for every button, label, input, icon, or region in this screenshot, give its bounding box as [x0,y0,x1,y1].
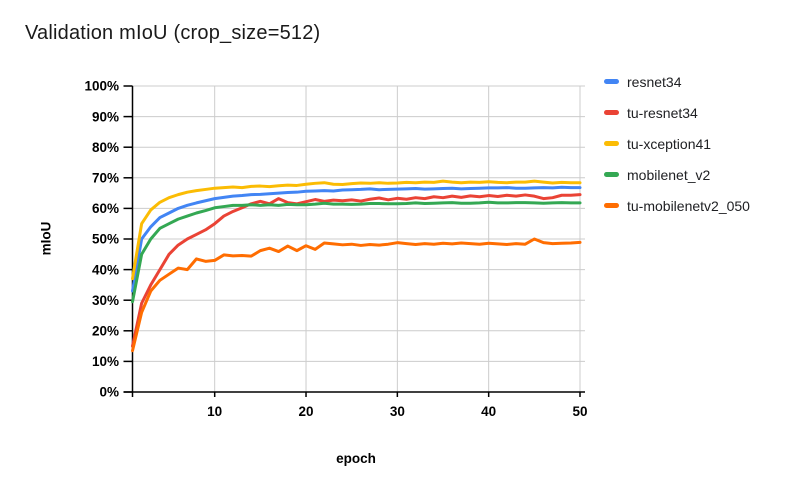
legend-item-tu-resnet34: tu-resnet34 [604,97,750,128]
legend-swatch-icon [604,141,619,146]
axes [123,85,585,397]
svg-text:10: 10 [207,404,222,419]
chart-title: Validation mIoU (crop_size=512) [25,22,321,44]
legend-item-tu-xception41: tu-xception41 [604,128,750,159]
legend-item-resnet34: resnet34 [604,66,750,97]
y-axis-title: mIoU [38,221,54,256]
svg-text:60%: 60% [92,201,119,216]
legend-label: mobilenet_v2 [627,166,711,183]
svg-text:40%: 40% [92,262,119,277]
svg-text:10%: 10% [92,354,119,369]
legend-item-mobilenet_v2: mobilenet_v2 [604,159,750,190]
legend-item-tu-mobilenetv2_050: tu-mobilenetv2_050 [604,190,750,221]
svg-text:70%: 70% [92,171,119,186]
series-tu-mobilenetv2_050 [131,237,582,353]
legend-swatch-icon [604,79,619,84]
gridlines [132,85,585,392]
legend-label: resnet34 [627,73,682,90]
legend-swatch-icon [604,203,619,208]
legend-swatch-icon [604,110,619,115]
svg-text:0%: 0% [99,385,119,400]
series-mobilenet_v2 [131,200,582,304]
svg-text:30%: 30% [92,293,119,308]
legend-label: tu-resnet34 [627,104,698,121]
legend-swatch-icon [604,172,619,177]
y-tick-labels: 0% 10% 20% 30% 40% 50% 60% 70% 80% 90% 100% [84,79,119,400]
svg-text:90%: 90% [92,109,119,124]
svg-text:40: 40 [481,404,496,419]
svg-text:20%: 20% [92,324,119,339]
legend: resnet34 tu-resnet34 tu-xception41 mobilene… [604,66,750,221]
legend-label: tu-mobilenetv2_050 [627,197,750,214]
legend-label: tu-xception41 [627,135,712,152]
svg-text:30: 30 [390,404,405,419]
svg-text:50: 50 [572,404,587,419]
svg-text:100%: 100% [84,79,119,94]
svg-text:50%: 50% [92,232,119,247]
svg-text:80%: 80% [92,140,119,155]
x-axis-title: epoch [336,451,376,466]
series-tu-xception41 [131,179,582,281]
series-resnet34 [131,185,582,293]
series-tu-resnet34 [131,193,582,348]
svg-text:20: 20 [299,404,314,419]
x-tick-labels: 10 20 30 40 50 [207,404,587,419]
